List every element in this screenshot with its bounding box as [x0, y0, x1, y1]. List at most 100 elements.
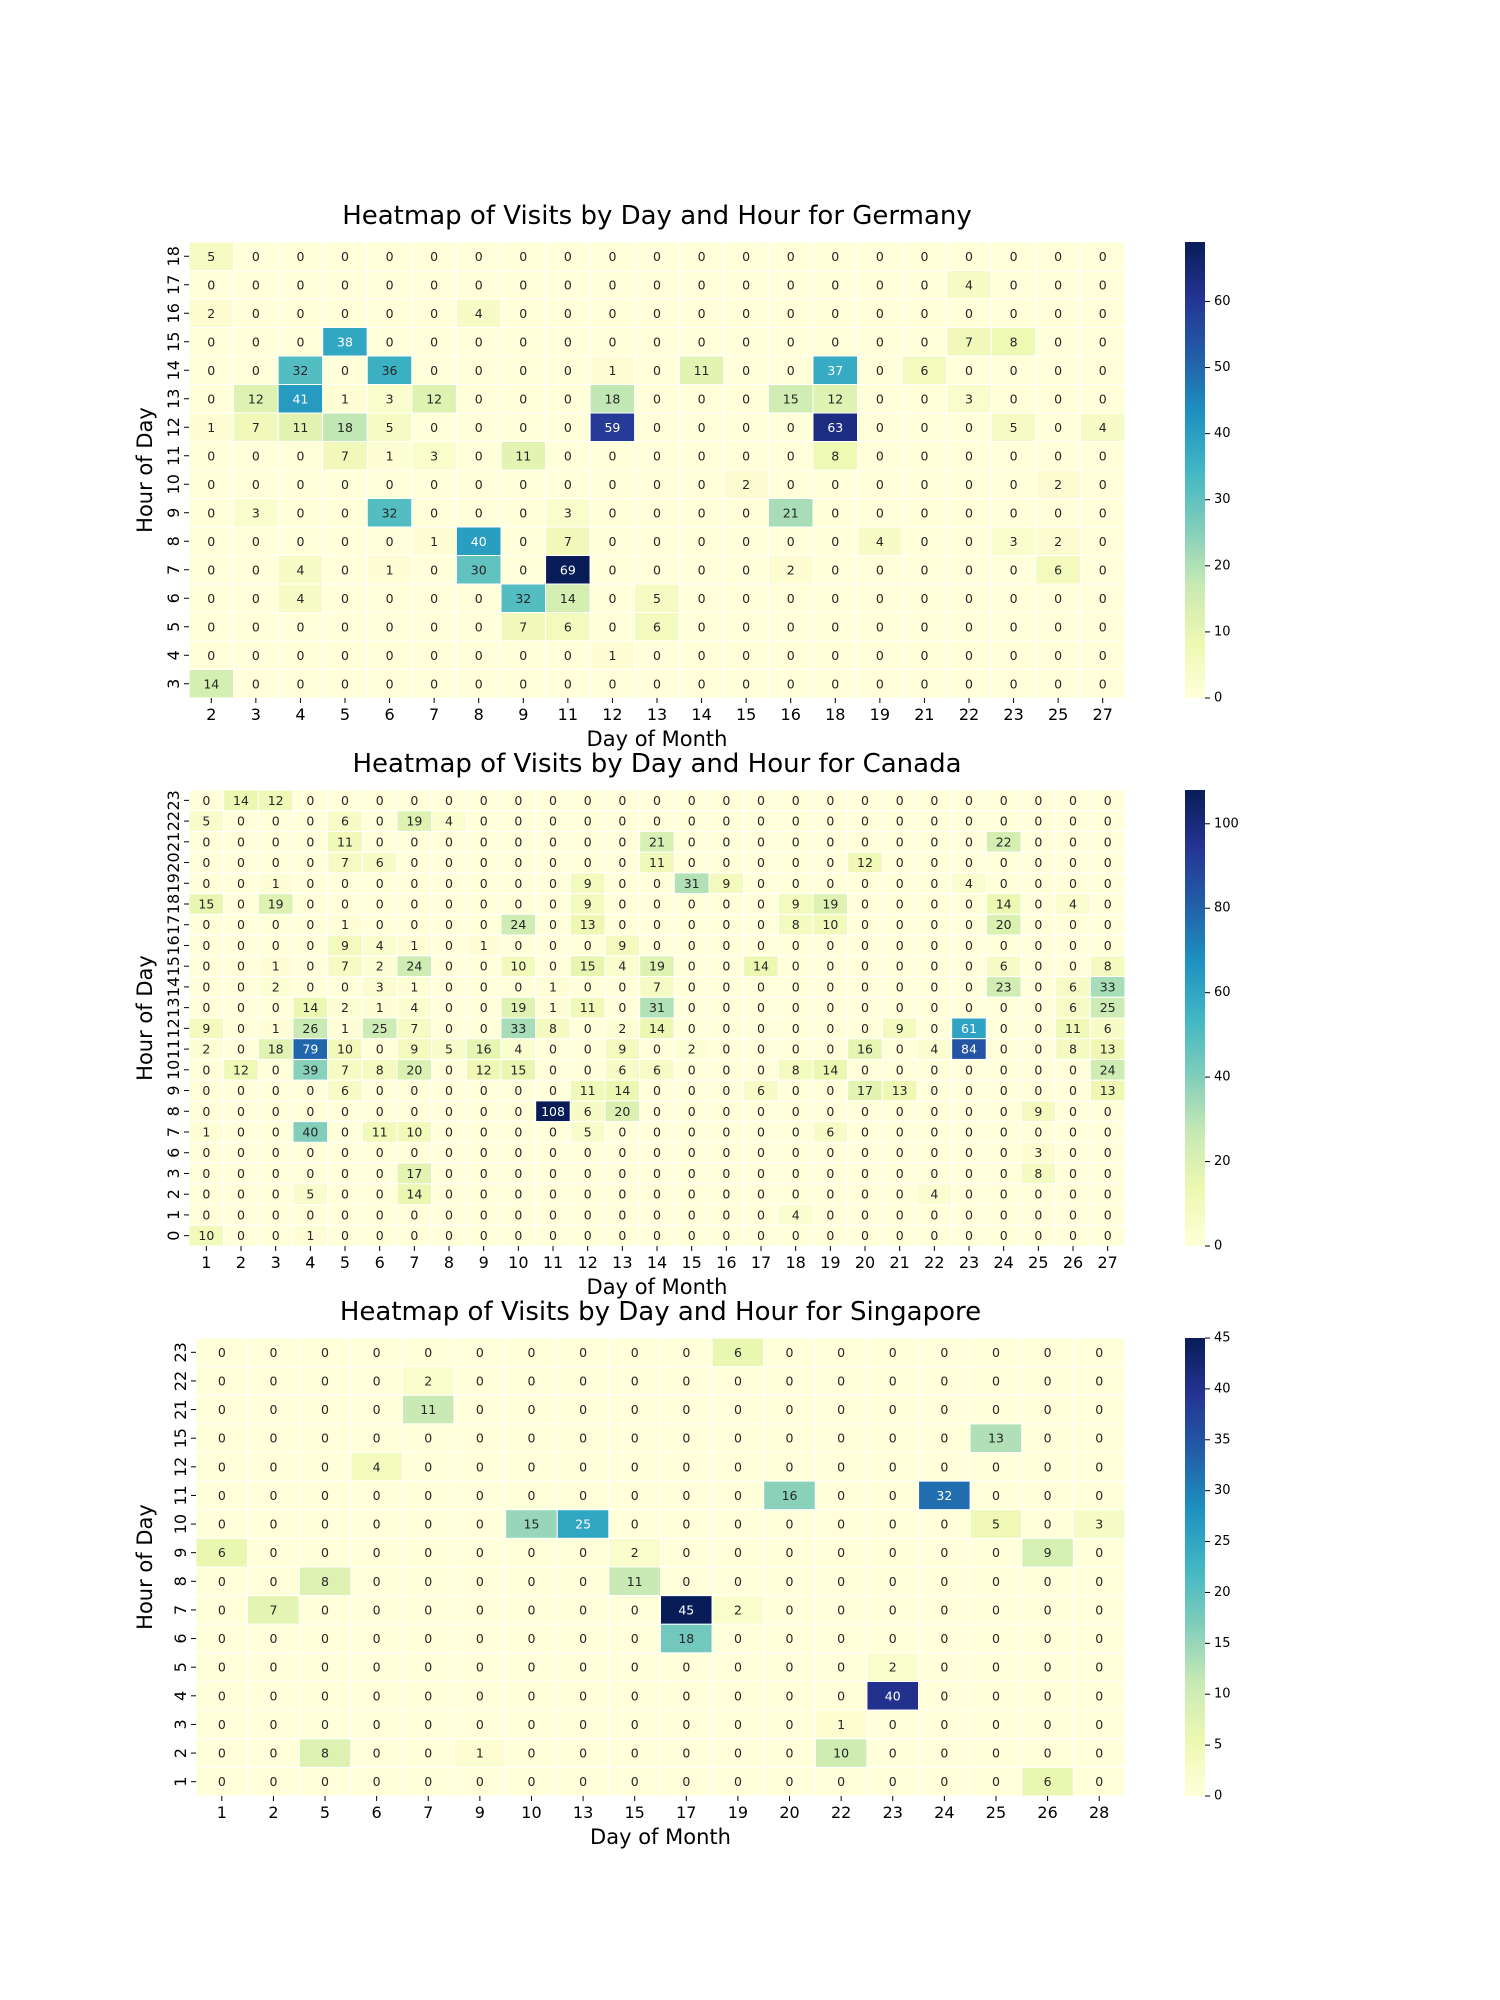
- cell-value-label: 0: [341, 1187, 349, 1202]
- cell-value-label: 0: [920, 534, 928, 549]
- cell-value-label: 0: [202, 1166, 210, 1181]
- x-tick-label: 22: [959, 705, 979, 724]
- cell-value-label: 0: [207, 619, 215, 634]
- cell-value-label: 24: [406, 959, 422, 974]
- cell-value-label: 0: [786, 1631, 794, 1646]
- cell-value-label: 0: [1099, 648, 1107, 663]
- cell-value-label: 0: [722, 1166, 730, 1181]
- cell-value-label: 14: [406, 1187, 422, 1202]
- cell-value-label: 0: [584, 855, 592, 870]
- cell-value-label: 0: [786, 1431, 794, 1446]
- cell-value-label: 40: [302, 1125, 318, 1140]
- cell-value-label: 9: [618, 1042, 626, 1057]
- cell-value-label: 0: [252, 249, 260, 264]
- cell-value-label: 0: [608, 249, 616, 264]
- heatmap-cell: [277, 298, 324, 328]
- cell-value-label: 0: [992, 1660, 1000, 1675]
- heatmap-cell: [277, 640, 324, 670]
- cell-value-label: 0: [272, 855, 280, 870]
- y-tick-label: 1: [164, 1210, 183, 1220]
- cell-value-label: 0: [476, 1459, 484, 1474]
- cell-value-label: 0: [1099, 448, 1107, 463]
- cell-value-label: 0: [734, 1402, 742, 1417]
- cell-value-label: 0: [527, 1431, 535, 1446]
- cell-value-label: 0: [341, 793, 349, 808]
- cell-value-label: 0: [792, 1125, 800, 1140]
- heatmap-cell: [233, 270, 279, 300]
- cell-value-label: 0: [786, 1373, 794, 1388]
- x-axis-label: Day of Month: [590, 1825, 731, 1849]
- cell-value-label: 0: [631, 1373, 639, 1388]
- cell-value-label: 0: [896, 897, 904, 912]
- cell-value-label: 0: [202, 1207, 210, 1222]
- cell-value-label: 0: [930, 855, 938, 870]
- cell-value-label: 0: [519, 648, 527, 663]
- cell-value-label: 0: [341, 1145, 349, 1160]
- heatmap-cell: [946, 384, 992, 414]
- heatmap-cell: [589, 384, 636, 414]
- cell-value-label: 18: [337, 420, 353, 435]
- heatmap-cell: [634, 583, 680, 613]
- cell-value-label: 5: [386, 420, 394, 435]
- cell-value-label: 25: [372, 1021, 388, 1036]
- cell-value-label: 0: [1000, 1187, 1008, 1202]
- cell-value-label: 0: [722, 834, 730, 849]
- cell-value-label: 0: [430, 420, 438, 435]
- cell-value-label: 0: [698, 676, 706, 691]
- cell-value-label: 2: [688, 1042, 696, 1057]
- heatmap-cell: [1079, 583, 1126, 613]
- heatmap-cell: [946, 355, 992, 385]
- cell-value-label: 0: [930, 1145, 938, 1160]
- cell-value-label: 0: [861, 1207, 869, 1222]
- cell-value-label: 0: [341, 562, 349, 577]
- heatmap-cell: [500, 441, 547, 471]
- heatmap-cell: [455, 526, 502, 556]
- cell-value-label: 0: [930, 814, 938, 829]
- cell-value-label: 0: [876, 676, 884, 691]
- cell-value-label: 0: [475, 648, 483, 663]
- cell-value-label: 0: [476, 1660, 484, 1675]
- heatmap-cell: [366, 583, 413, 613]
- cell-value-label: 0: [430, 505, 438, 520]
- cell-value-label: 0: [889, 1717, 897, 1732]
- cell-value-label: 1: [386, 562, 394, 577]
- cell-value-label: 0: [608, 619, 616, 634]
- cell-value-label: 0: [445, 793, 453, 808]
- cell-value-label: 0: [584, 1062, 592, 1077]
- cell-value-label: 0: [1069, 1083, 1077, 1098]
- cell-value-label: 0: [514, 979, 522, 994]
- cell-value-label: 0: [965, 1207, 973, 1222]
- cell-value-label: 0: [373, 1402, 381, 1417]
- cell-value-label: 0: [519, 676, 527, 691]
- cell-value-label: 0: [445, 1104, 453, 1119]
- cell-value-label: 20: [406, 1062, 422, 1077]
- cell-value-label: 0: [889, 1574, 897, 1589]
- cell-value-label: 0: [252, 363, 260, 378]
- cell-value-label: 0: [1095, 1746, 1103, 1761]
- heatmap-cell: [990, 498, 1037, 528]
- cell-value-label: 0: [430, 306, 438, 321]
- cell-value-label: 0: [306, 1104, 314, 1119]
- heatmap-cell: [857, 327, 903, 357]
- cell-value-label: 11: [694, 363, 710, 378]
- cell-value-label: 0: [202, 917, 210, 932]
- heatmap-cell: [277, 555, 324, 585]
- cell-value-label: 7: [564, 534, 572, 549]
- cell-value-label: 0: [826, 959, 834, 974]
- cell-value-label: 0: [889, 1774, 897, 1789]
- heatmap-cell: [678, 412, 725, 442]
- heatmap-cell: [634, 640, 680, 670]
- cell-value-label: 0: [831, 334, 839, 349]
- cell-value-label: 0: [992, 1488, 1000, 1503]
- cell-value-label: 9: [202, 1021, 210, 1036]
- cell-value-label: 0: [549, 1083, 557, 1098]
- y-tick-label: 11: [164, 1039, 183, 1059]
- cell-value-label: 0: [519, 534, 527, 549]
- cell-value-label: 0: [618, 793, 626, 808]
- cell-value-label: 0: [1069, 938, 1077, 953]
- cell-value-label: 0: [373, 1774, 381, 1789]
- cell-value-label: 0: [831, 277, 839, 292]
- cell-value-label: 0: [742, 534, 750, 549]
- y-tick-label: 23: [164, 790, 183, 810]
- cell-value-label: 0: [965, 420, 973, 435]
